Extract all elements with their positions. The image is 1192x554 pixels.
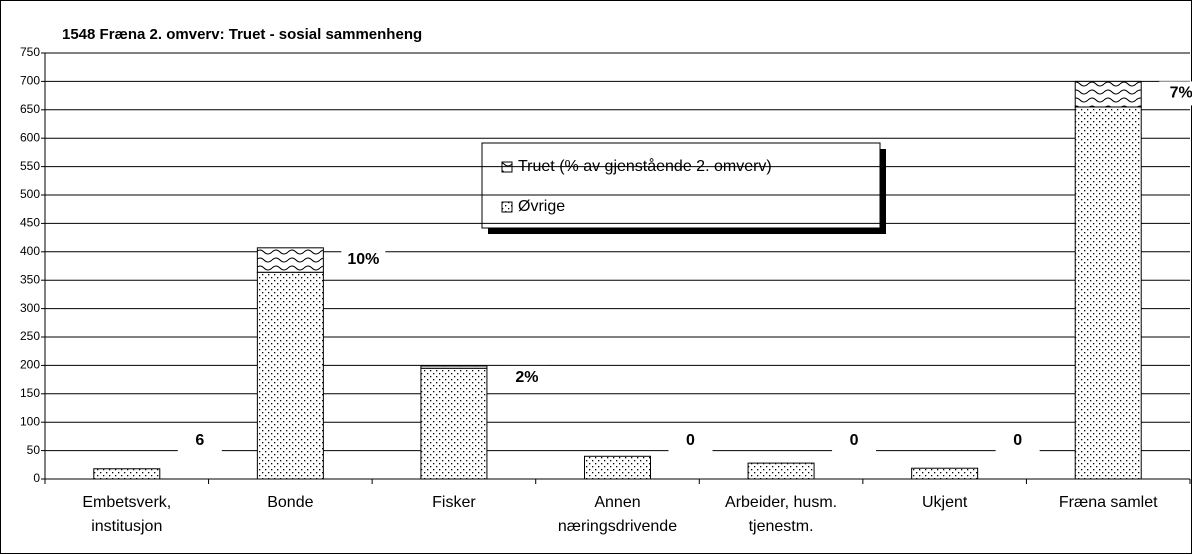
data-label: 10%: [347, 251, 379, 268]
data-label: 6: [195, 432, 204, 449]
x-tick-label: Embetsverk,: [82, 494, 171, 511]
bar-segment: [420, 367, 488, 480]
bar-segment: [911, 467, 979, 480]
bar-segment: [93, 468, 161, 480]
bar-segment: [747, 462, 815, 480]
data-label: 0: [850, 432, 859, 449]
y-tick-label: 450: [20, 216, 40, 230]
data-label-bg: [177, 429, 222, 453]
chart-title: 1548 Fræna 2. omverv: Truet - sosial sam…: [62, 26, 422, 43]
x-tick-label: tjenestm.: [749, 518, 814, 535]
legend: Truet (% av gjenstående 2. omverv)Øvrige: [481, 142, 886, 234]
y-tick-label: 750: [20, 45, 40, 59]
x-tick-label: Arbeider, husm.: [725, 494, 837, 511]
legend-swatch: [501, 201, 513, 213]
data-label: 2%: [515, 369, 538, 386]
data-label-bg: [504, 365, 549, 390]
bar-segment: [584, 455, 651, 480]
data-label-bg: [832, 429, 877, 453]
data-label-bg: [1159, 81, 1192, 106]
y-tick-label: 250: [20, 329, 40, 343]
bar-segment: [256, 271, 324, 480]
x-tick-label: Ukjent: [922, 494, 968, 511]
bar-segment: [1074, 80, 1142, 108]
y-tick-label: 350: [20, 272, 40, 286]
bar-segment: [420, 365, 488, 369]
x-tick-label: Annen: [594, 494, 640, 511]
x-tick-label: Bonde: [267, 494, 313, 511]
x-tick-label: Fisker: [432, 494, 476, 511]
y-tick-label: 50: [27, 443, 41, 457]
bar-segment: [256, 247, 324, 273]
data-label-bg: [995, 429, 1040, 453]
data-label: 7%: [1170, 85, 1192, 102]
x-tick-label: næringsdrivende: [558, 518, 677, 535]
data-label-bg: [341, 247, 386, 272]
y-tick-label: 200: [20, 358, 40, 372]
y-tick-label: 300: [20, 301, 40, 315]
y-tick-label: 650: [20, 102, 40, 116]
data-label: 0: [686, 432, 695, 449]
y-tick-label: 700: [20, 74, 40, 88]
y-tick-label: 500: [20, 187, 40, 201]
y-tick-label: 400: [20, 244, 40, 258]
y-tick-label: 100: [20, 414, 40, 428]
y-tick-label: 550: [20, 159, 40, 173]
y-tick-label: 150: [20, 386, 40, 400]
x-tick-label: Fræna samlet: [1059, 494, 1158, 511]
legend-label: Øvrige: [518, 198, 565, 215]
data-label: 0: [1013, 432, 1022, 449]
y-tick-label: 600: [20, 130, 40, 144]
bar-segment: [1074, 106, 1142, 480]
x-tick-label: institusjon: [91, 518, 162, 535]
y-tick-label: 0: [33, 471, 40, 485]
data-label-bg: [668, 429, 713, 453]
